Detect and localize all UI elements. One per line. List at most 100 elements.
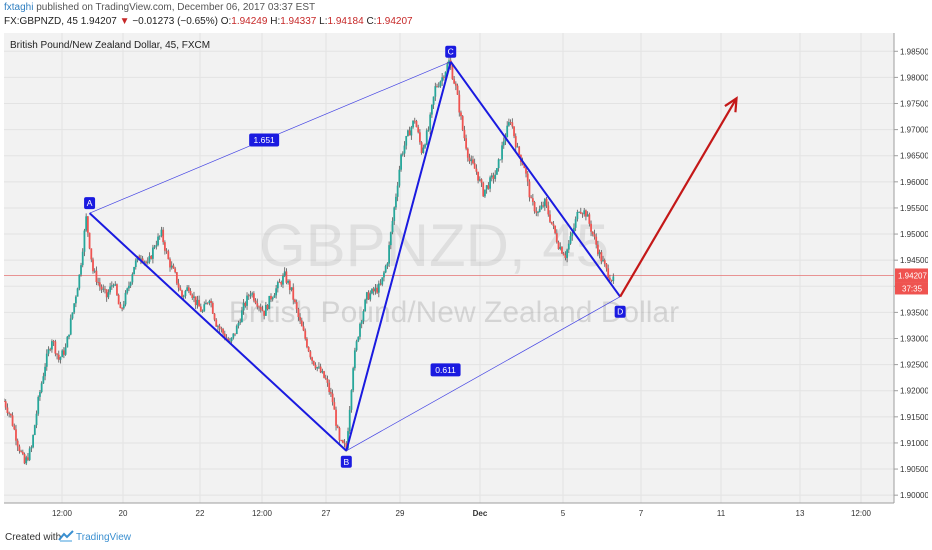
candle-body [13,425,16,430]
candle-body [569,236,572,244]
candle-body [158,235,161,237]
candle-body [550,221,553,224]
candle-body [288,280,291,290]
close-label: C: [366,16,377,27]
candle-body [186,287,189,291]
candle-body [229,341,231,342]
candle-body [244,302,247,306]
candle-body [413,120,416,122]
candle-body [608,277,611,281]
chart-area[interactable]: GBPNZD, 45 British Pound/New Zealand Dol… [3,33,929,523]
pattern-leg-cd [449,61,621,298]
candle-body [383,272,385,278]
publisher-name[interactable]: fxtaghi [4,2,34,13]
candle-body [396,185,399,197]
candle-body [444,71,447,79]
candle-body [239,322,242,323]
candle-body [100,286,103,290]
candle-body [116,284,118,296]
candle-body [157,236,159,246]
candle-body [600,252,603,262]
candle-body [554,225,557,234]
x-tick-label: 11 [717,509,726,518]
candle-body [328,382,331,393]
candle-body [121,308,123,309]
candle-body [218,326,221,329]
candle-body [460,112,462,117]
candle-body [56,353,58,355]
candle-body [276,282,279,289]
pattern-leg-ab [88,212,347,452]
tradingview-brand[interactable]: TradingView [76,532,132,543]
candle-body [338,427,341,441]
candle-body [607,268,610,278]
candle-body [297,309,300,318]
y-tick-label: 1.97000 [900,126,928,135]
candle-body [567,243,570,250]
candle-body [160,229,163,236]
candle-body [280,282,283,285]
candle-body [576,211,579,220]
candle-body [179,287,182,291]
candle-body [508,122,510,126]
candle-body [8,412,11,414]
projection-arrow-head-icon [724,96,738,113]
candle-body [191,294,194,298]
candle-body [583,210,586,215]
x-tick-label: 12:00 [52,509,73,518]
y-tick-label: 1.96500 [900,152,928,161]
candle-body [353,350,356,369]
candle-body [472,159,474,164]
candle-body [367,292,370,300]
candle-body [33,425,36,435]
candle-body [559,246,562,250]
candle-body [66,336,69,348]
candle-body [597,244,599,255]
candle-body [564,255,567,258]
candle-body [359,323,361,337]
candle-body [419,132,421,143]
candle-body [581,213,584,215]
candle-body [182,295,185,298]
candle-body [152,247,154,259]
candle-body [345,443,348,449]
candle-body [252,293,255,301]
candles [3,55,615,466]
candle-body [422,147,425,153]
candle-body [531,198,534,202]
candle-body [499,159,502,161]
candle-body [335,409,337,426]
candle-body [222,329,224,334]
candle-body [430,104,433,115]
candle-body [246,295,248,306]
x-tick-label: 12:00 [252,509,273,518]
candle-body [181,290,183,298]
candle-body [585,210,587,217]
pattern-point-label: C [448,47,454,57]
candle-body [523,164,526,169]
candle-body [266,305,269,310]
candle-body [153,246,156,248]
countdown-label: 37:35 [902,284,923,293]
candle-body [83,230,86,252]
candle-body [211,302,214,314]
price-chart[interactable]: GBPNZD, 45 British Pound/New Zealand Dol… [3,33,929,523]
candle-body [45,353,48,367]
candle-body [302,326,305,331]
candle-body [525,168,527,174]
candle-body [365,292,368,300]
candle-body [78,274,81,289]
candle-body [374,287,377,292]
pattern-point-badge [84,197,96,210]
harmonic-pattern[interactable]: A B C D 1.651 0.611 [84,45,738,468]
tradingview-logo-icon [58,530,74,542]
candle-body [578,211,580,213]
x-tick-label: 12:00 [851,509,872,518]
current-price-badge [895,268,928,283]
candle-body [189,290,192,295]
candle-body [134,260,137,267]
candle-body [514,136,517,148]
candle-body [234,333,236,335]
y-tick-label: 1.98500 [900,47,928,56]
candle-body [155,245,158,247]
